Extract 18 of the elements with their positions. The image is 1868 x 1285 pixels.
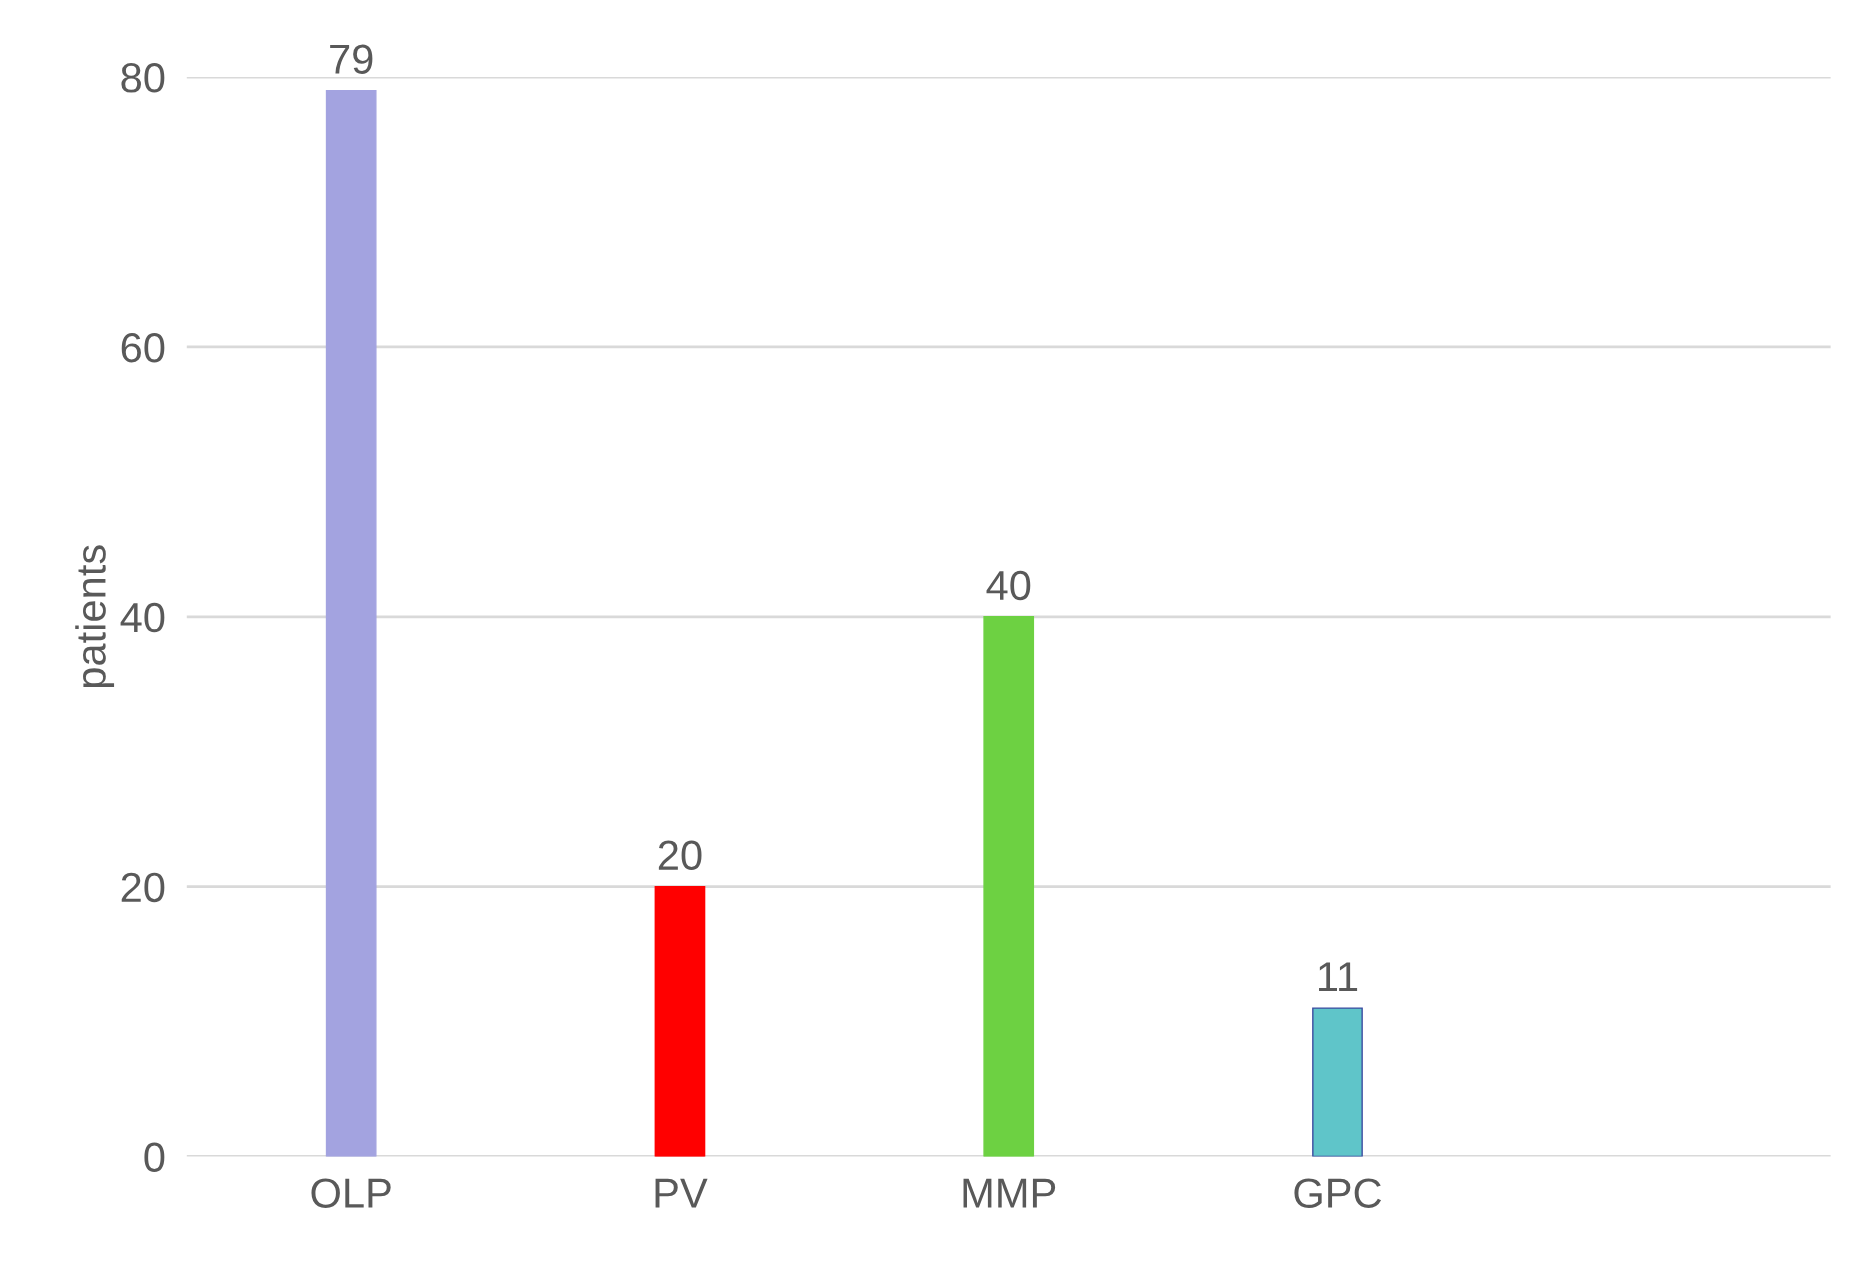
bar: [1312, 1007, 1363, 1157]
y-axis-title: patients: [75, 545, 115, 688]
y-tick-label: 0: [144, 1142, 165, 1173]
data-label: 40: [986, 570, 1031, 601]
x-tick-label: MMP: [963, 1178, 1056, 1208]
bar: [654, 885, 706, 1157]
data-label: 79: [330, 44, 373, 75]
data-label: 20: [658, 840, 702, 871]
y-tick-label: 60: [121, 332, 165, 363]
data-label: 11: [1319, 962, 1358, 992]
x-tick-label: PV: [655, 1178, 708, 1208]
y-tick-label: 80: [121, 63, 165, 93]
bar: [983, 616, 1035, 1157]
y-tick-label: 20: [121, 872, 165, 903]
bar: [325, 89, 377, 1157]
y-tick-label: 40: [120, 602, 165, 633]
x-tick-label: GPC: [1294, 1178, 1382, 1208]
x-tick-label: OLP: [311, 1178, 391, 1208]
